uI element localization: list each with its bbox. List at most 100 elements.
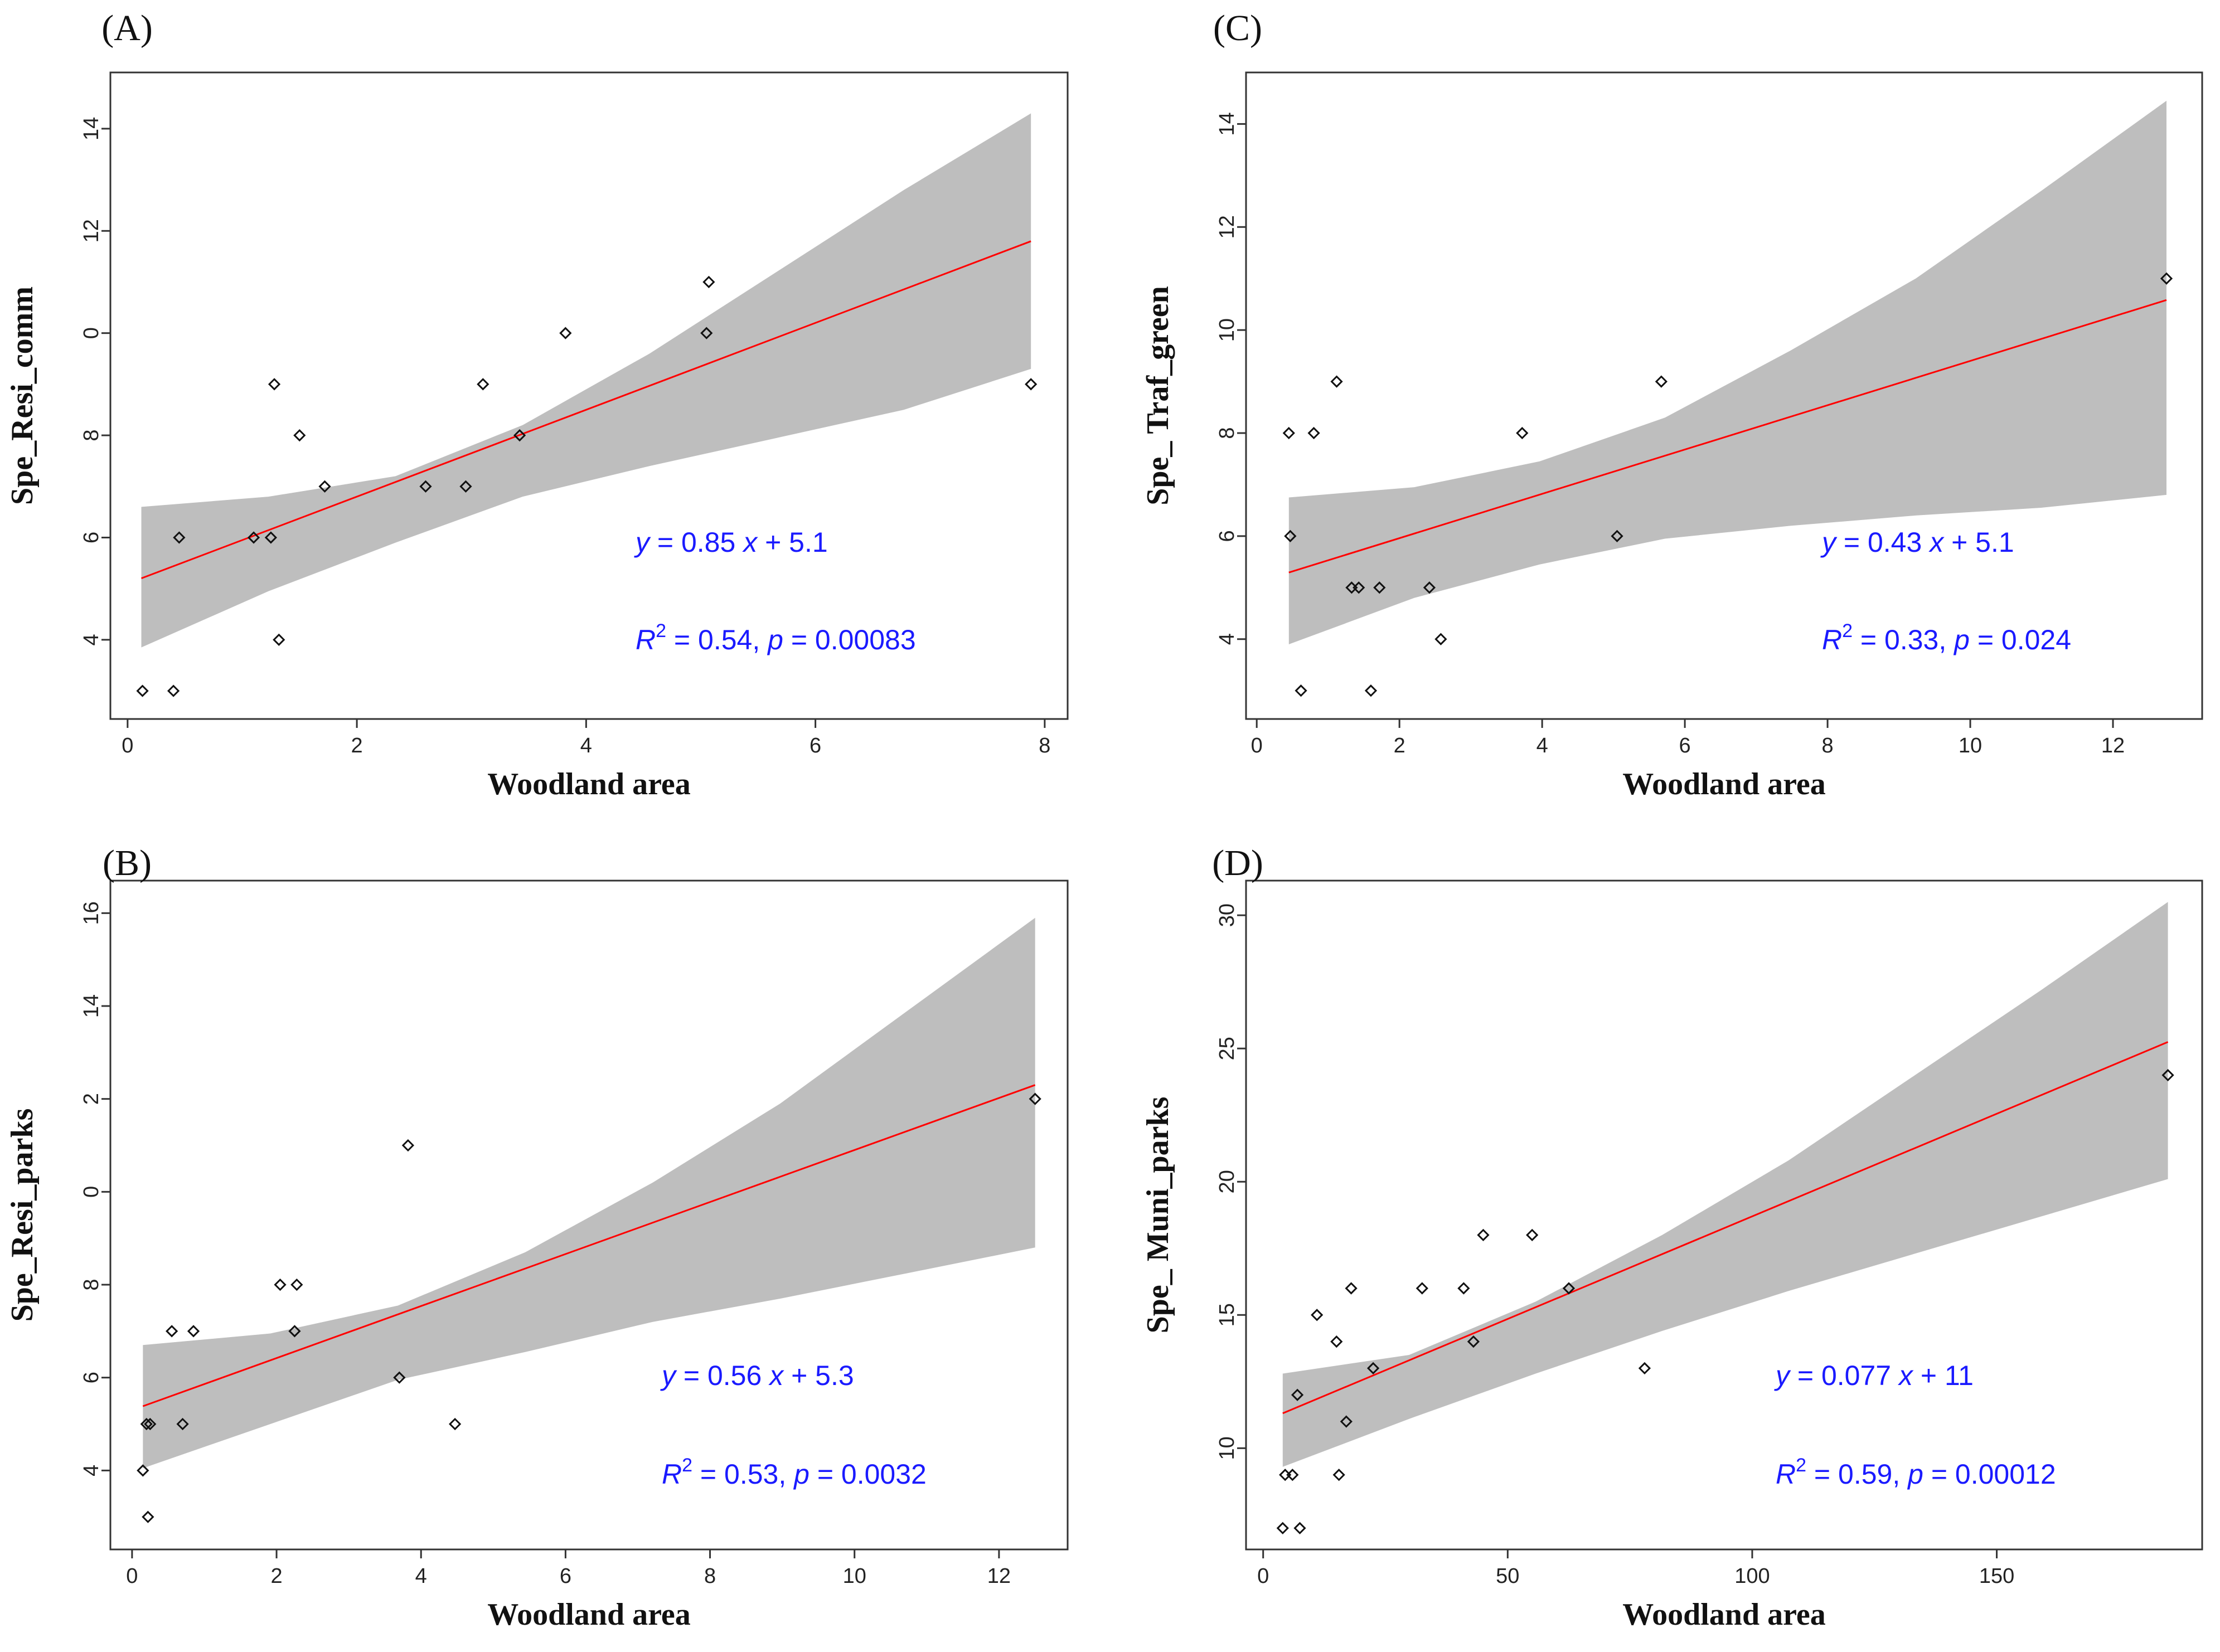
r-squared-superscript: 2 xyxy=(682,1455,692,1476)
plot-frame xyxy=(109,71,1069,720)
data-point xyxy=(448,1417,462,1431)
y-tick-label: 6 xyxy=(1215,530,1239,542)
x-tick-label: 6 xyxy=(810,734,821,757)
x-tick-label: 150 xyxy=(1979,1564,2014,1588)
data-point xyxy=(401,1139,415,1152)
data-point xyxy=(393,1371,406,1384)
data-point xyxy=(1311,1309,1324,1321)
x-tick-label: 4 xyxy=(580,734,592,757)
data-point xyxy=(187,1325,200,1338)
x-tick-label: 0 xyxy=(1251,734,1263,757)
y-tick-label: 8 xyxy=(80,1279,103,1290)
data-point xyxy=(1330,1335,1343,1348)
p-value: = 0.00012 xyxy=(1923,1459,2056,1490)
p-label: p xyxy=(793,1459,810,1490)
data-point xyxy=(1284,529,1297,542)
regression-equation: y = 0.077 x + 11 xyxy=(1774,1360,1974,1391)
y-tick-label: 15 xyxy=(1215,1303,1239,1327)
equation-prefix: y xyxy=(660,1360,677,1391)
equation-body: = 0.85 xyxy=(649,527,743,558)
data-point xyxy=(1282,426,1295,440)
data-point xyxy=(1477,1228,1490,1241)
data-point xyxy=(1295,684,1307,697)
y-tick-label: 14 xyxy=(1215,112,1239,135)
data-point xyxy=(288,1325,301,1338)
r-squared-superscript: 2 xyxy=(1796,1455,1806,1476)
regression-stats: R2 = 0.53, p = 0.0032 xyxy=(662,1455,927,1490)
panel-label: (D) xyxy=(1212,843,1263,883)
regression-equation: y = 0.43 x + 5.1 xyxy=(1820,527,2014,558)
equation-x: x xyxy=(742,527,758,558)
x-axis-title: Woodland area xyxy=(487,1597,691,1632)
equation-prefix: y xyxy=(634,527,651,558)
data-point xyxy=(1279,1469,1292,1481)
data-point xyxy=(1526,1228,1539,1241)
data-point xyxy=(513,429,526,442)
regression-line xyxy=(1282,1041,2169,1415)
y-tick-label: 0 xyxy=(80,327,103,339)
equation-suffix: + 11 xyxy=(1913,1360,1974,1391)
regression-line xyxy=(1288,299,2167,574)
data-point xyxy=(1293,1522,1306,1534)
x-tick-label: 8 xyxy=(1039,734,1050,757)
x-tick-label: 4 xyxy=(415,1564,427,1588)
data-point xyxy=(419,480,432,493)
data-point xyxy=(2160,272,2173,285)
x-tick-label: 2 xyxy=(1394,734,1405,757)
equation-x: x xyxy=(768,1360,784,1391)
data-point xyxy=(136,684,149,697)
data-point xyxy=(477,378,489,391)
y-axis-title: Spe_Resi_comm xyxy=(5,286,40,505)
data-point xyxy=(702,275,715,289)
x-tick-label: 8 xyxy=(1822,734,1834,757)
regression-stats: R2 = 0.54, p = 0.00083 xyxy=(636,620,916,655)
x-tick-label: 50 xyxy=(1496,1564,1519,1588)
x-tick-label: 2 xyxy=(270,1564,282,1588)
equation-suffix: + 5.1 xyxy=(1943,527,2014,558)
x-tick-label: 10 xyxy=(843,1564,866,1588)
data-point xyxy=(1330,375,1343,388)
equation-x: x xyxy=(1898,1360,1914,1391)
data-point xyxy=(1416,1282,1428,1295)
equation-prefix: y xyxy=(1774,1360,1791,1391)
y-axis-title: Spe_Resi_parks xyxy=(5,1109,40,1322)
p-value: = 0.024 xyxy=(1970,624,2071,655)
regression-equation: y = 0.85 x + 5.1 xyxy=(634,527,828,558)
plot-frame xyxy=(1245,880,2203,1551)
y-tick-label: 12 xyxy=(80,219,103,242)
regression-line xyxy=(140,240,1031,580)
data-point xyxy=(1364,684,1378,697)
data-point xyxy=(142,1510,154,1523)
x-tick-label: 0 xyxy=(1257,1564,1269,1588)
x-axis-title: Woodland area xyxy=(1622,767,1826,801)
y-tick-label: 14 xyxy=(80,994,103,1018)
confidence-band xyxy=(141,113,1031,648)
equation-body: = 0.077 xyxy=(1790,1360,1899,1391)
data-point xyxy=(166,1325,178,1338)
y-tick-label: 4 xyxy=(80,634,103,645)
data-point xyxy=(1366,1362,1380,1375)
data-point xyxy=(1307,426,1320,440)
data-point xyxy=(140,1417,153,1431)
p-label: p xyxy=(767,624,783,655)
data-point xyxy=(1373,581,1386,594)
data-point xyxy=(176,1417,189,1431)
data-point xyxy=(1029,1092,1041,1105)
data-point xyxy=(247,531,260,544)
data-point xyxy=(144,1417,157,1431)
data-point xyxy=(137,1464,149,1477)
data-point xyxy=(1291,1388,1304,1401)
confidence-band xyxy=(1288,100,2166,645)
r-squared-value: = 0.54, xyxy=(666,624,768,655)
y-tick-label: 25 xyxy=(1215,1037,1239,1060)
r-squared-superscript: 2 xyxy=(656,620,666,642)
data-point xyxy=(2161,1068,2174,1082)
y-tick-label: 20 xyxy=(1215,1170,1239,1193)
x-tick-label: 100 xyxy=(1734,1564,1770,1588)
y-tick-label: 10 xyxy=(1215,1436,1239,1460)
r-squared-label: R xyxy=(662,1459,682,1490)
x-axis-title: Woodland area xyxy=(487,767,691,801)
regression-stats: R2 = 0.59, p = 0.00012 xyxy=(1776,1455,2056,1490)
data-point xyxy=(268,378,281,391)
